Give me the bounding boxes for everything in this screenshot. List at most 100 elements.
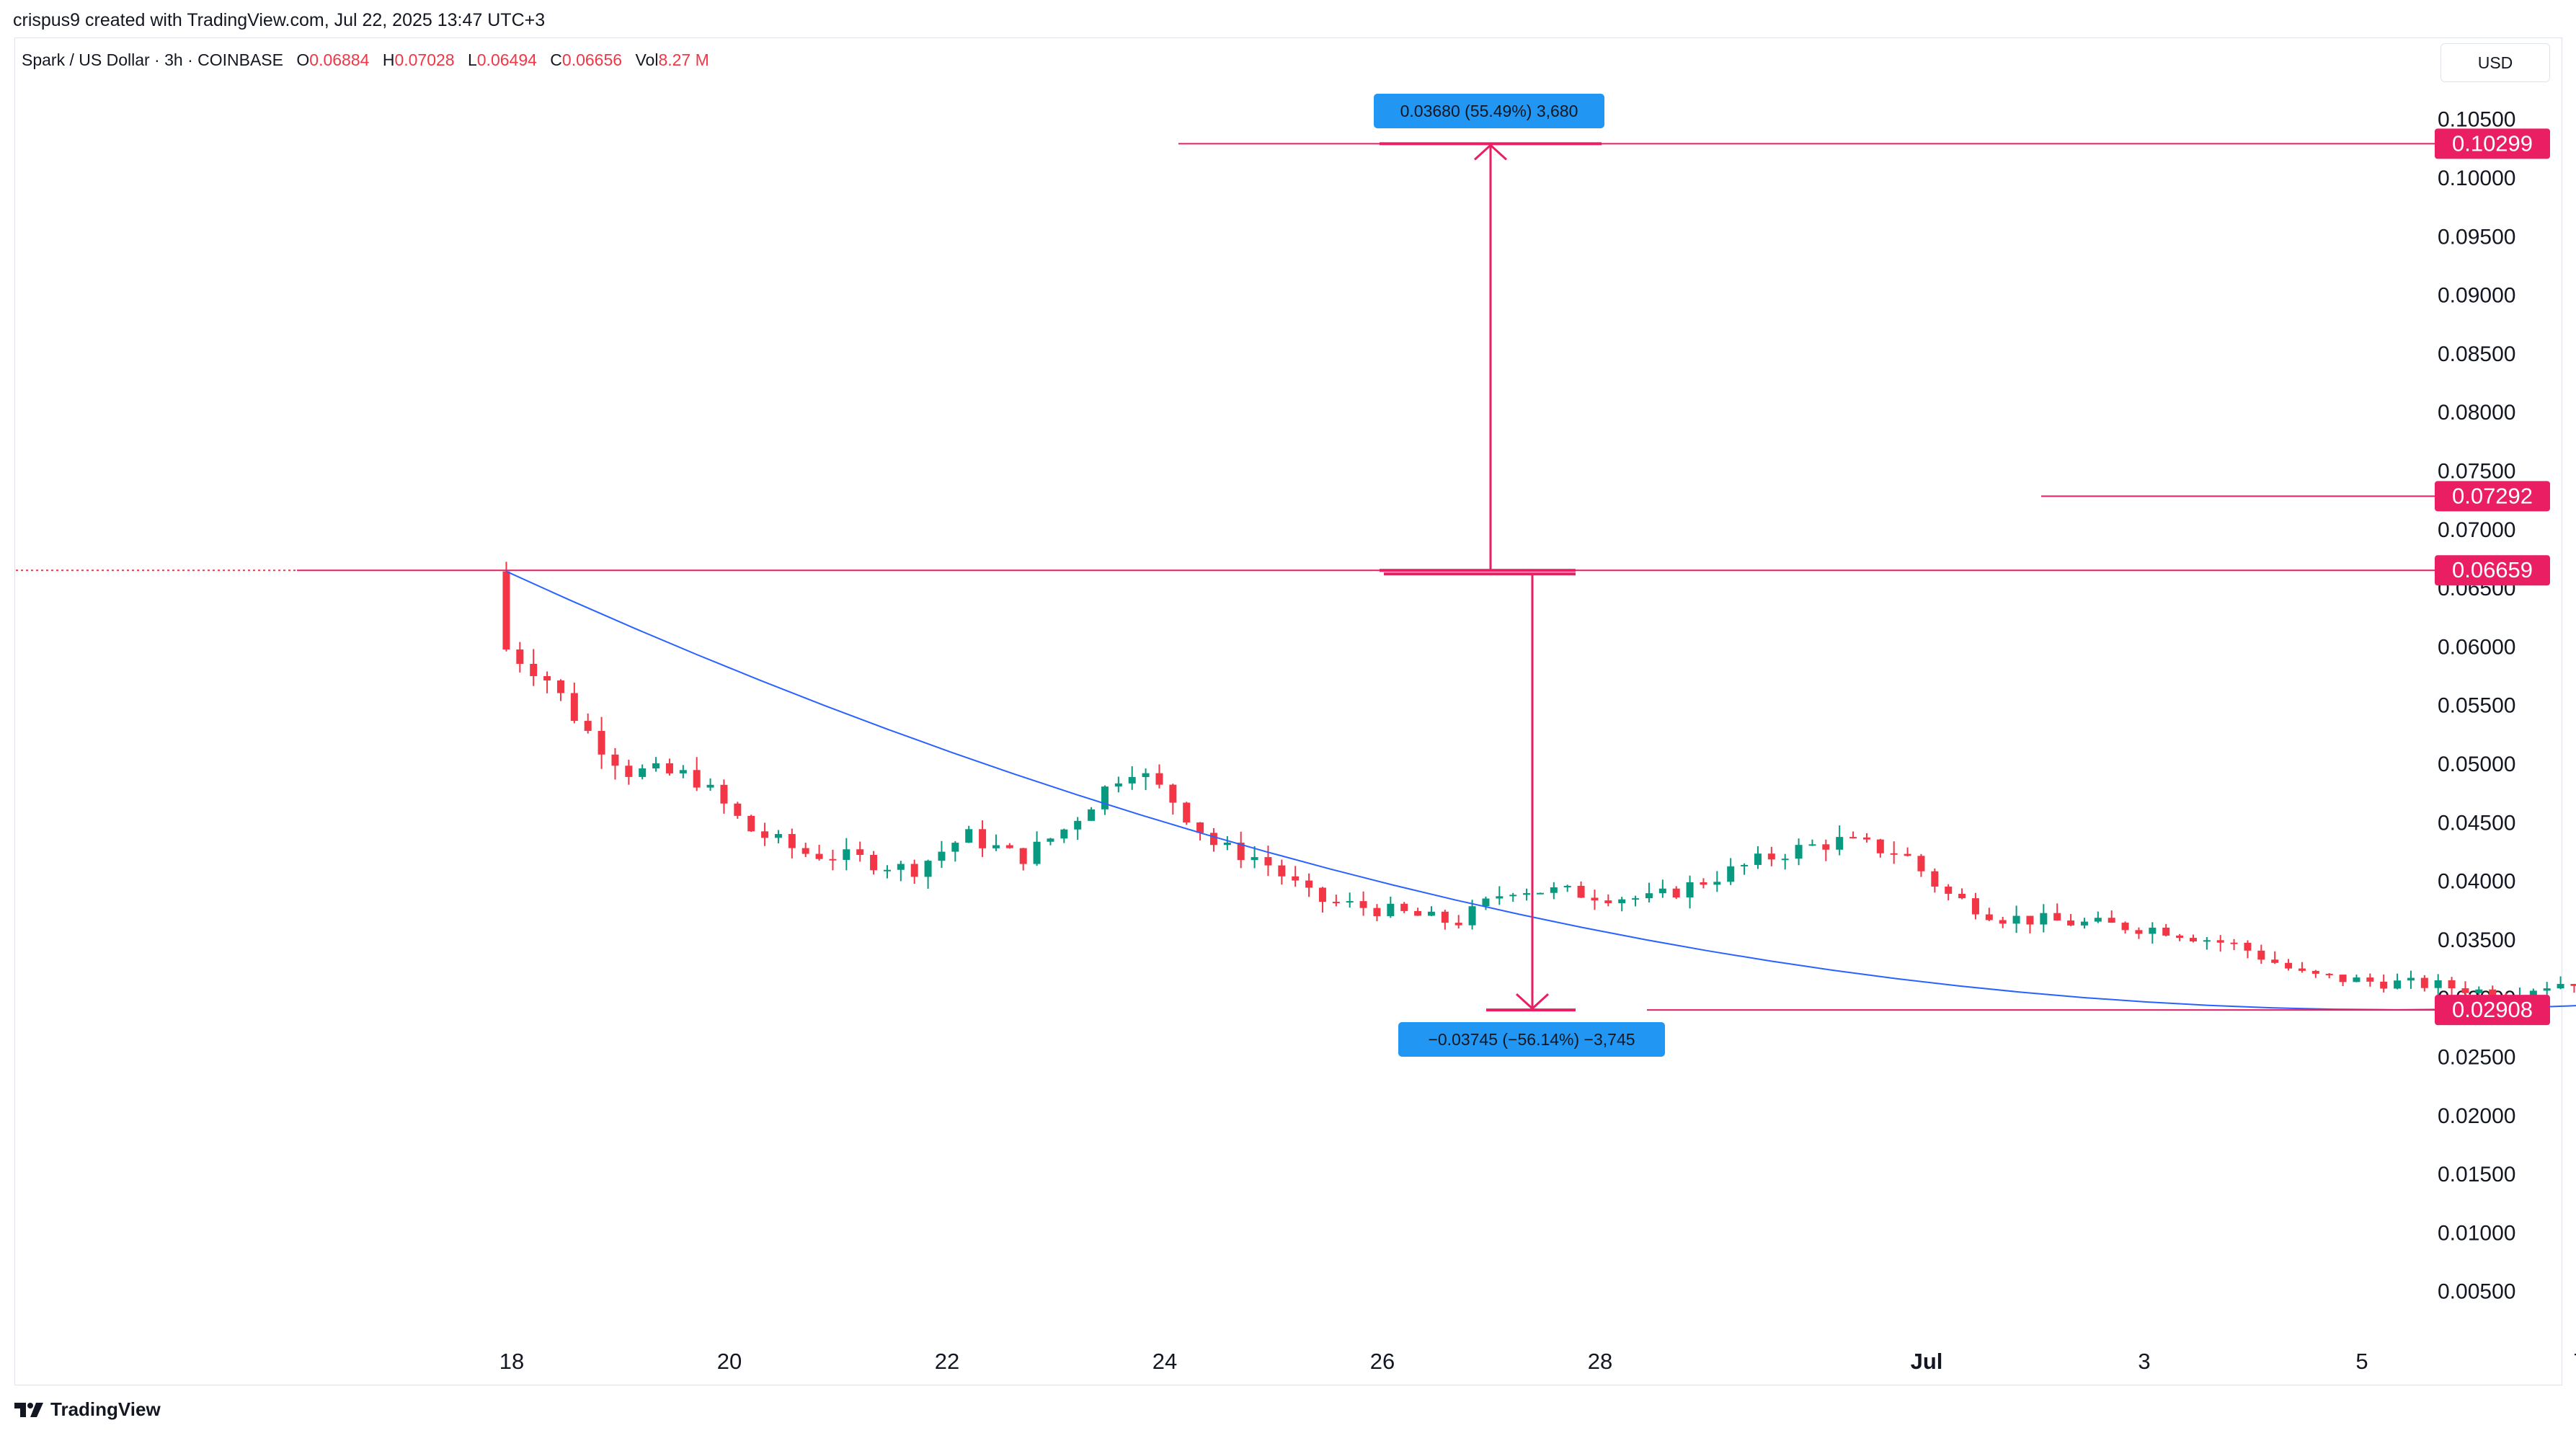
candle-body — [1577, 885, 1585, 898]
candle-body — [2461, 988, 2469, 993]
candle-body — [1209, 833, 1217, 846]
open-value: 0.06884 — [309, 50, 370, 69]
candle-body — [1441, 911, 1449, 923]
candle-body — [2176, 935, 2184, 939]
price-level-label: 0.06659 — [2452, 557, 2533, 582]
candle-body — [829, 859, 837, 861]
candle-body — [611, 754, 619, 766]
candle-body — [2529, 990, 2537, 997]
candle-body — [556, 680, 564, 693]
measure-down-arrow — [1515, 993, 1550, 1011]
candle-body — [1713, 882, 1721, 885]
candle-body — [1251, 857, 1258, 861]
low-value: 0.06494 — [476, 50, 537, 69]
candle-body — [1183, 802, 1191, 822]
candle-body — [1618, 899, 1626, 903]
candle-body — [2557, 984, 2564, 989]
candle-body — [1741, 864, 1749, 866]
x-tick-label: 7 — [2573, 1349, 2576, 1374]
candle-body — [1917, 856, 1925, 871]
candle-body — [2570, 984, 2576, 986]
candle-body — [774, 834, 782, 838]
candle-body — [2149, 927, 2157, 934]
price-level-tag — [2435, 555, 2550, 586]
symbol-name[interactable]: Spark / US Dollar · 3h · COINBASE — [22, 50, 283, 69]
candle-body — [801, 848, 809, 854]
candle-body — [1223, 843, 1231, 846]
y-tick-label: 0.08000 — [2438, 401, 2515, 425]
x-tick-label: 24 — [1152, 1349, 1177, 1374]
y-tick-label: 0.01500 — [2438, 1163, 2515, 1186]
tradingview-logo[interactable]: TradingView — [14, 1398, 161, 1421]
candle-body — [1658, 888, 1666, 894]
candle-body — [1509, 895, 1517, 897]
candle-body — [1904, 853, 1911, 856]
candle-body — [720, 784, 728, 804]
candle-body — [1700, 882, 1707, 885]
candle-body — [1808, 844, 1816, 846]
candle-body — [1536, 892, 1544, 895]
candle-body — [2434, 980, 2442, 988]
candle-body — [1876, 839, 1884, 853]
y-tick-label: 0.02500 — [2438, 1046, 2515, 1070]
candle-body — [679, 770, 687, 773]
candle-body — [2108, 918, 2115, 923]
y-tick-label: 0.07500 — [2438, 460, 2515, 484]
candle-body — [1645, 893, 1653, 899]
candle-body — [543, 675, 551, 680]
candle-body — [2407, 977, 2415, 981]
candle-body — [625, 766, 633, 777]
candle-body — [1727, 866, 1735, 882]
candle-body — [1523, 893, 1531, 895]
candle-body — [897, 864, 905, 870]
measure-down-badge — [1398, 1022, 1665, 1057]
candle-body — [2230, 942, 2238, 944]
candle-body — [788, 834, 796, 848]
candle-body — [2012, 915, 2020, 924]
candle-body — [2285, 962, 2293, 969]
candle-body — [1128, 776, 1136, 784]
y-tick-label: 0.05500 — [2438, 694, 2515, 718]
candle-body — [2026, 915, 2034, 925]
currency-selector[interactable]: USD — [2440, 43, 2550, 82]
candle-body — [815, 853, 823, 859]
price-level-tag — [2435, 128, 2550, 159]
candle-body — [870, 854, 878, 871]
y-tick-label: 0.07000 — [2438, 518, 2515, 542]
candle-body — [747, 815, 755, 832]
candle-body — [1359, 901, 1367, 908]
measure-up-arrow — [1473, 143, 1508, 161]
candle-body — [598, 730, 605, 755]
candle-body — [1482, 898, 1490, 907]
candle-body — [2311, 970, 2319, 974]
candle-body — [965, 829, 973, 843]
cup-curve — [506, 570, 2576, 1011]
measure-down-label: −0.03745 (−56.14%) −3,745 — [1428, 1030, 1635, 1049]
candle-body — [1305, 880, 1313, 888]
candle-body — [2475, 989, 2483, 993]
y-tick-label: 0.09500 — [2438, 225, 2515, 249]
candle-body — [639, 768, 647, 777]
symbol-info: Spark / US Dollar · 3h · COINBASE O0.068… — [22, 50, 709, 70]
y-tick-label: 0.10500 — [2438, 108, 2515, 132]
candle-body — [1836, 837, 1844, 850]
candle-body — [530, 663, 538, 676]
candle-body — [2353, 977, 2360, 982]
x-tick-label: 18 — [499, 1349, 524, 1374]
candle-body — [1074, 820, 1082, 830]
candle-body — [1672, 888, 1680, 898]
candle-body — [1346, 901, 1354, 903]
candle-body — [1033, 841, 1041, 864]
candle-body — [584, 721, 592, 731]
high-value: 0.07028 — [394, 50, 455, 69]
candle-body — [1332, 902, 1340, 904]
candle-body — [1781, 859, 1789, 861]
candle-body — [1971, 898, 1979, 915]
x-tick-label: Jul — [1911, 1349, 1943, 1374]
candle-body — [502, 571, 510, 650]
candle-body — [938, 851, 946, 861]
candle-body — [1767, 853, 1775, 860]
candle-body — [516, 649, 524, 664]
